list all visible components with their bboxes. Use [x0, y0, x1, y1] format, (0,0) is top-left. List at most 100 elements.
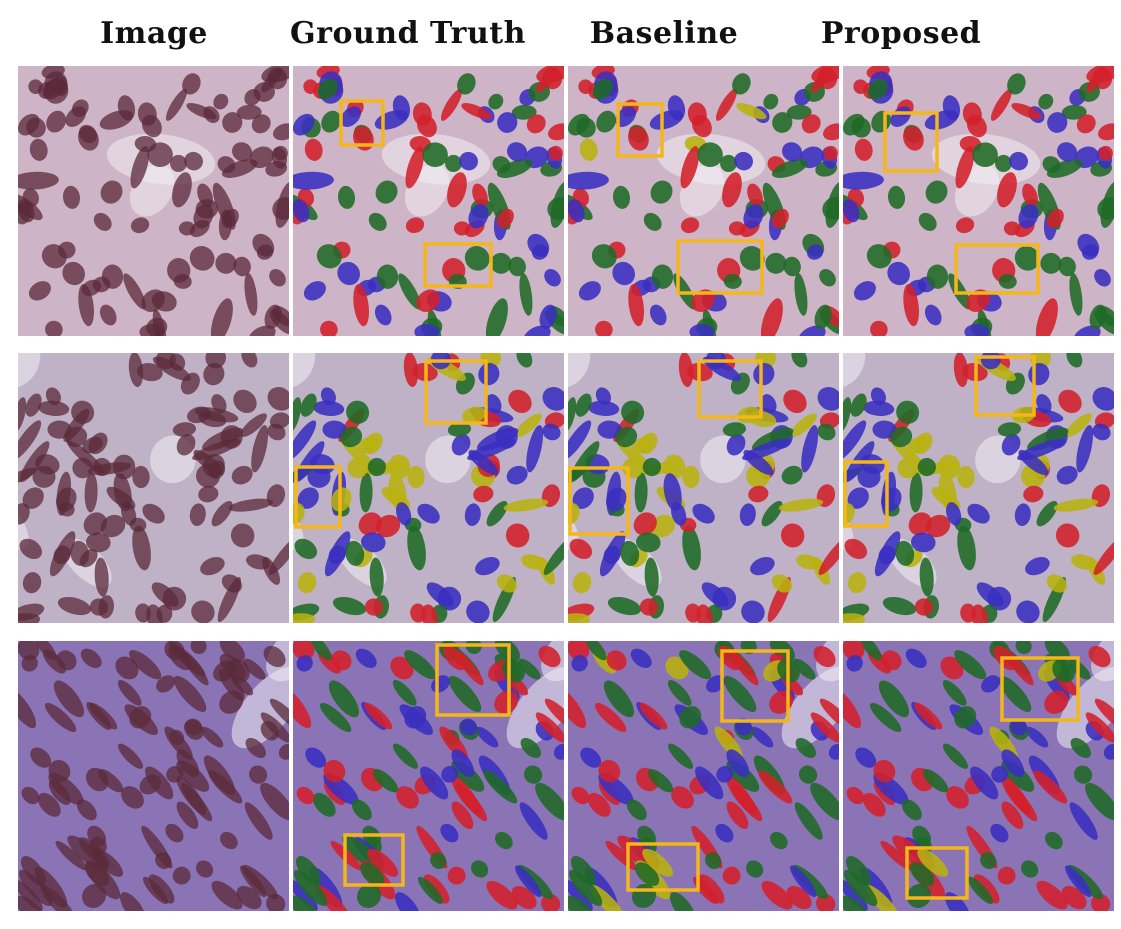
nucleus-segmentation: [1098, 145, 1113, 161]
nucleus: [191, 600, 215, 623]
nucleus-segmentation: [568, 113, 590, 136]
nucleus-segmentation: [374, 304, 392, 326]
nucleus-segmentation: [1098, 123, 1114, 141]
nucleus-segmentation: [810, 782, 839, 821]
nucleus: [29, 138, 48, 161]
nucleus: [260, 712, 289, 743]
nucleus-segmentation: [722, 172, 742, 208]
nucleus-segmentation: [663, 473, 682, 512]
nucleus: [28, 281, 51, 301]
nucleus-segmentation: [946, 502, 962, 526]
nucleus-segmentation: [405, 146, 425, 189]
lumen-region: [1056, 666, 1114, 749]
nucleus: [172, 422, 197, 437]
ground-truth-panel-row3: [293, 641, 564, 911]
nucleus: [221, 574, 242, 593]
nucleus-segmentation: [612, 261, 635, 286]
nucleus-segmentation: [1088, 645, 1111, 668]
nucleus-segmentation: [505, 523, 530, 548]
nucleus-segmentation: [1001, 749, 1025, 778]
nucleus-segmentation: [515, 413, 542, 437]
nucleus-segmentation: [375, 514, 401, 538]
nucleus-segmentation: [422, 142, 448, 168]
highlight-box: [435, 643, 511, 717]
nucleus: [132, 525, 151, 571]
nucleus-segmentation: [761, 394, 777, 414]
ground-truth-panel-row1: [293, 66, 564, 336]
nucleus: [99, 304, 117, 326]
nucleus-segmentation: [300, 393, 317, 417]
ground-truth-overlay-row1: [293, 66, 564, 336]
nucleus-segmentation: [1046, 574, 1067, 593]
nucleus-segmentation: [967, 876, 993, 905]
nucleus: [246, 554, 271, 570]
nucleus-segmentation: [568, 199, 585, 223]
nucleus-segmentation: [1076, 425, 1094, 473]
nucleus: [221, 159, 258, 178]
nucleus-segmentation: [890, 426, 913, 448]
nucleus-segmentation: [488, 93, 504, 110]
nucleus-segmentation: [1044, 641, 1070, 662]
nucleus-segmentation: [571, 655, 588, 672]
nucleus-segmentation: [526, 425, 544, 473]
nucleus: [213, 93, 229, 110]
nucleus-segmentation: [763, 93, 779, 110]
nucleus-segmentation: [331, 650, 352, 671]
nucleus: [145, 766, 174, 800]
nucleus-segmentation: [971, 604, 988, 623]
nucleus-segmentation: [511, 885, 537, 910]
nucleus: [176, 749, 200, 778]
nucleus-segmentation: [404, 706, 427, 729]
nucleus: [139, 323, 165, 336]
nucleus: [121, 502, 137, 526]
nucleus-segmentation: [451, 434, 471, 456]
nucleus-segmentation: [451, 801, 474, 829]
nucleus-segmentation: [1021, 860, 1039, 878]
nucleus: [22, 487, 44, 509]
nucleus-segmentation: [753, 362, 775, 386]
nucleus-segmentation: [973, 874, 1000, 904]
nucleus: [100, 180, 123, 204]
nucleus-segmentation: [895, 540, 915, 566]
lumen-region: [266, 641, 289, 682]
nucleus-segmentation: [715, 88, 737, 121]
nucleus: [117, 743, 144, 769]
nucleus-segmentation: [913, 432, 933, 455]
nucleus-segmentation: [568, 641, 590, 661]
nucleus-segmentation: [569, 441, 600, 483]
nucleus: [233, 256, 251, 277]
nucleus-segmentation: [346, 400, 370, 424]
nucleus-segmentation: [1094, 698, 1114, 733]
nucleus: [211, 880, 243, 910]
nucleus-segmentation: [881, 650, 902, 671]
histology-image-row3: [18, 641, 289, 911]
nucleus: [244, 802, 273, 840]
nucleus-segmentation: [1017, 438, 1066, 461]
nucleus-segmentation: [447, 172, 467, 208]
nucleus: [38, 400, 70, 417]
nucleus: [18, 687, 37, 729]
nucleus-segmentation: [347, 457, 368, 479]
nucleus-segmentation: [908, 512, 932, 536]
nucleus-segmentation: [368, 212, 387, 231]
nucleus: [208, 770, 243, 804]
nucleus-segmentation: [997, 866, 1016, 885]
nucleus-segmentation: [735, 718, 753, 736]
nucleus-segmentation: [507, 142, 528, 162]
nucleus-segmentation: [548, 145, 563, 161]
nucleus: [22, 572, 42, 594]
nucleus-segmentation: [938, 473, 957, 512]
nucleus: [37, 792, 61, 817]
nucleus: [275, 181, 289, 228]
lumen-region: [843, 353, 866, 389]
nucleus: [46, 110, 67, 133]
nucleus-segmentation: [461, 103, 492, 120]
highlight-box: [697, 359, 763, 419]
nucleus-segmentation: [317, 78, 338, 100]
nucleus-segmentation: [798, 325, 826, 336]
column-header-baseline: Baseline: [589, 16, 739, 51]
nucleus-segmentation: [634, 472, 648, 513]
nucleus-segmentation: [846, 655, 863, 672]
nucleus-segmentation: [873, 759, 896, 783]
highlight-box: [883, 111, 939, 173]
